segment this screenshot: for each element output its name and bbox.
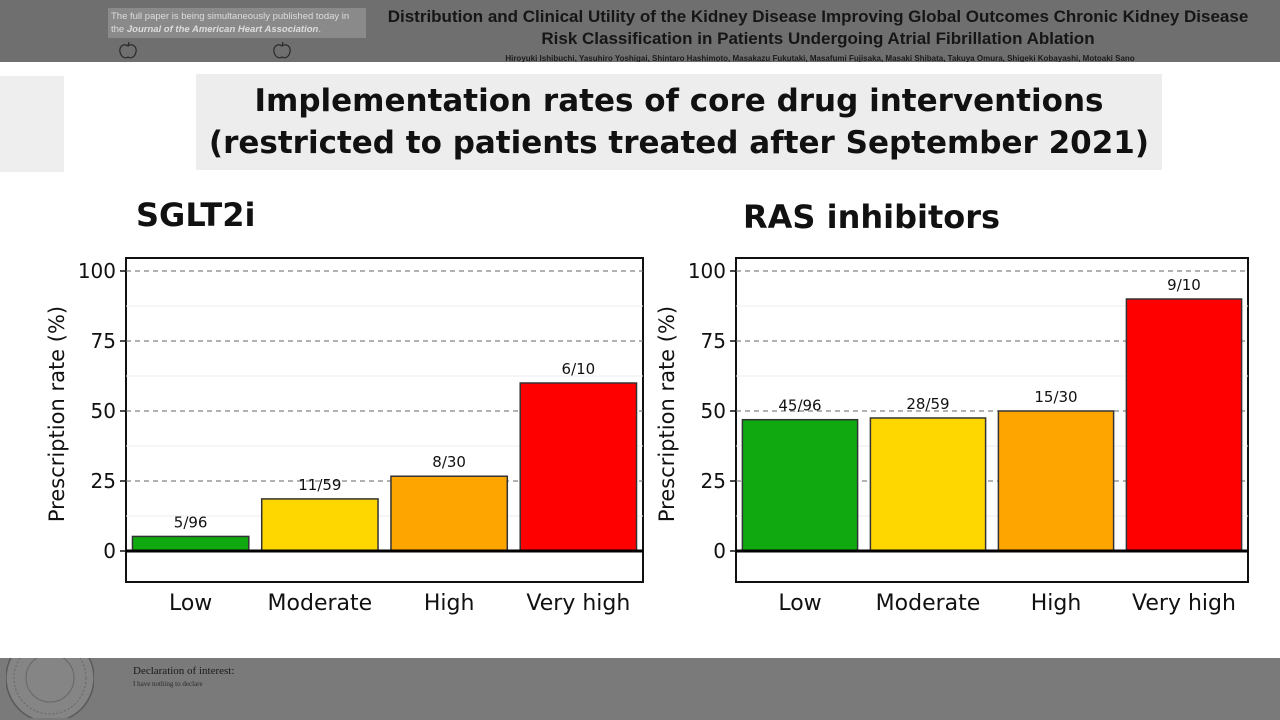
publication-note: The full paper is being simultaneously p… [108,8,366,38]
bar [260,498,379,552]
sglt2i-bar-chart: 0 25 50 75 100 5/96 Low 11/59 Moderate 8/30 High 6/… [45,257,644,616]
y-tick-label: 0 [103,539,116,563]
paper-title: Distribution and Clinical Utility of the… [387,7,1249,48]
bar [519,382,638,552]
y-tick-label: 50 [91,399,116,423]
bar [741,418,859,552]
publication-note-prefix: The full paper is being simultaneously p… [111,11,350,35]
bar-value-label: 11/59 [298,476,341,494]
bar [869,417,987,552]
declaration-heading: Declaration of interest: [133,665,235,677]
x-category-label: Very high [526,591,630,616]
bar [390,475,509,552]
publication-note-suffix: . [318,24,321,35]
y-tick-label: 50 [701,399,726,423]
author-list: Hiroyuki Ishibuchi, Yasuhiro Yoshigai, S… [505,54,1135,62]
x-category-label: Low [169,591,212,616]
x-category-label: Low [778,591,821,616]
ras-inhibitors-chart-title: RAS inhibitors [743,198,1001,236]
bar-value-label: 5/96 [174,513,208,531]
main-title-line2: (restricted to patients treated after Se… [208,125,1150,161]
y-tick-label: 100 [688,259,726,283]
apple-icon [119,42,137,59]
x-category-label: High [1031,591,1082,616]
x-category-label: Moderate [876,591,981,616]
header-band: The full paper is being simultaneously p… [0,0,1280,62]
bar-value-label: 45/96 [778,397,821,415]
bar-value-label: 8/30 [432,453,466,471]
bar-value-label: 28/59 [906,395,949,413]
main-title-line1: Implementation rates of core drug interv… [254,83,1104,119]
bar-value-label: 6/10 [562,360,596,378]
x-category-label: Very high [1132,591,1236,616]
x-category-label: Moderate [268,591,373,616]
bar [997,410,1115,552]
bar [131,535,250,552]
main-title-box: Implementation rates of core drug interv… [196,74,1162,170]
x-category-label: High [424,591,475,616]
main-title: Implementation rates of core drug interv… [196,80,1162,164]
y-tick-label: 75 [701,329,726,353]
journal-name: Journal of the American Heart Associatio… [126,24,319,35]
y-axis-label: Prescription rate (%) [655,306,679,522]
left-decoration [0,76,64,172]
y-tick-label: 25 [701,469,726,493]
declaration-text: I have nothing to declare [133,680,203,688]
y-tick-label: 25 [91,469,116,493]
y-tick-label: 0 [713,539,726,563]
ras-inhibitors-bar-chart: 0 25 50 75 100 45/96 Low 28/59 Moderate 15/30 High… [655,257,1249,616]
y-axis-label: Prescription rate (%) [45,306,69,522]
apple-icon [273,42,291,59]
sglt2i-chart-title: SGLT2i [136,196,256,234]
bar-value-label: 15/30 [1034,388,1077,406]
bar-value-label: 9/10 [1167,276,1201,294]
bar [1125,298,1243,552]
y-tick-label: 75 [91,329,116,353]
footer-band: Declaration of interest: I have nothing … [0,658,1280,720]
seal-emblem-icon [6,658,94,718]
y-tick-label: 100 [78,259,116,283]
